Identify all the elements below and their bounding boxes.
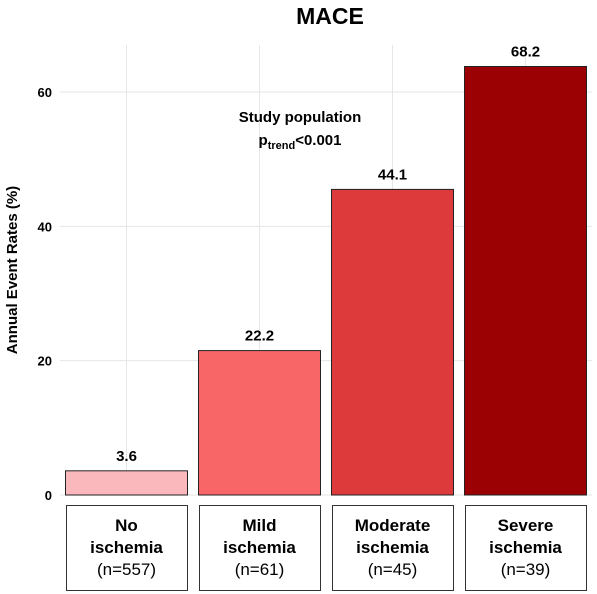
y-tick-label: 0 [45,488,52,503]
bar-value-label: 3.6 [116,448,137,465]
y-tick-label: 60 [38,85,52,100]
bar [65,470,188,496]
category-label-line1: No [115,516,138,535]
category-label-line2: ischemia [223,538,296,557]
category-label-line1: Severe [497,516,554,535]
category-label-box: No ischemia (n=557) [65,505,188,591]
bar [331,188,454,496]
category-sample-size: (n=39) [500,560,551,579]
category-label-line2: ischemia [489,538,562,557]
category-sample-size: (n=45) [367,560,418,579]
gridlines [60,45,592,496]
p-symbol: p [259,132,268,149]
bar-value-label: 22.2 [245,328,274,345]
category-label-box: Mild ischemia (n=61) [198,505,321,591]
category-label-line2: ischemia [90,538,163,557]
bars [65,65,587,496]
y-axis-label: Annual Event Rates (%) [4,186,21,354]
category-label-line2: ischemia [356,538,429,557]
annotation-p-trend: ptrend<0.001 [259,132,342,152]
annotation-line1: Study population [239,109,361,126]
p-value: <0.001 [295,132,341,149]
y-tick-label: 20 [38,354,52,369]
category-label-line1: Moderate [354,516,431,535]
category-sample-size: (n=61) [234,560,285,579]
bar [198,350,321,496]
trend-annotation: Study population ptrend<0.001 [239,109,361,152]
p-subscript: trend [268,140,296,152]
category-label-box: Severe ischemia (n=39) [464,505,587,591]
chart-title: MACE [296,3,364,29]
bar [464,65,587,496]
category-label-box: Moderate ischemia (n=45) [331,505,454,591]
y-axis-ticks: 0 20 40 60 [38,85,52,503]
y-tick-label: 40 [38,219,52,234]
category-label-line1: Mild [242,516,277,535]
bar-value-label: 68.2 [511,43,540,60]
data-labels: 3.6 22.2 44.1 68.2 [116,43,540,464]
bar-value-label: 44.1 [378,166,407,183]
category-sample-size: (n=557) [96,560,157,579]
